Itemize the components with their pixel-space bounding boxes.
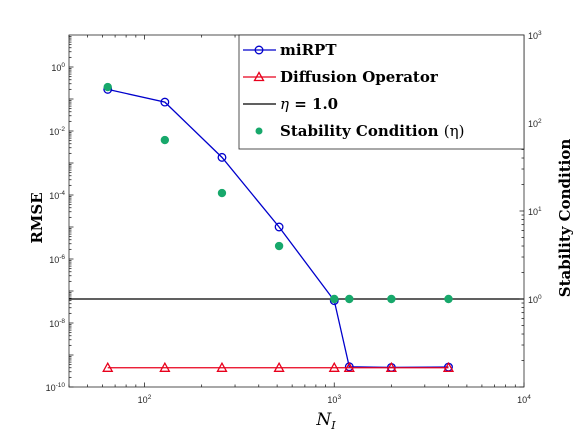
y-left-tick-label-3-exp: -4 (59, 190, 65, 197)
legend-diffusion-label: Diffusion Operator (280, 68, 439, 86)
series-3-point-1 (160, 135, 170, 145)
legend-box (238, 34, 525, 150)
x-tick-label-2-base: 10 (517, 395, 527, 405)
y-left-tick-label-3: 10-4 (49, 190, 65, 201)
x-axis-label-sub: I (330, 419, 336, 432)
legend-stability-name: Stability Condition (280, 122, 439, 140)
y-left-tick-label-5: 100 (51, 62, 65, 73)
series-1-point-2 (216, 361, 228, 372)
y-right-tick-label-0-base: 10 (528, 295, 538, 305)
series-0-point-2 (217, 152, 227, 162)
legend-item-eta: η = 1.0 (243, 95, 338, 113)
series-1-point-6 (385, 361, 397, 372)
legend-item-diffusion: Diffusion Operator (243, 68, 439, 86)
y-left-tick-label-2-base: 10 (49, 255, 59, 265)
series-3-point-3 (274, 241, 284, 251)
series-3-point-7 (444, 294, 453, 304)
y-left-tick-label-0-base: 10 (46, 383, 56, 393)
legend-mirpt-label: miRPT (280, 41, 337, 59)
y-right-tick-label-2-exp: 2 (538, 118, 542, 125)
series-3-point-2 (217, 188, 227, 198)
y-left-tick-label-1-base: 10 (49, 319, 59, 329)
series-1-point-3 (273, 361, 285, 372)
x-axis-label-main: N (315, 410, 332, 430)
legend-diffusion-marker (253, 71, 265, 82)
y-right-tick-label-0: 100 (528, 294, 542, 305)
series-3-point-4 (330, 294, 339, 304)
legend: miRPT Diffusion Operator η = 1.0 Stabili… (238, 34, 525, 150)
y-axis-right-label: Stability Condition (556, 139, 574, 298)
y-left-tick-label-5-exp: 0 (61, 62, 65, 69)
y-right-tick-label-3-base: 10 (528, 31, 538, 41)
y-left-tick-label-1: 10-8 (49, 318, 65, 329)
y-right-tick-label-3-exp: 3 (538, 30, 542, 37)
y-left-tick-label-4-base: 10 (49, 127, 59, 137)
legend-item-stability: Stability Condition (η) (255, 122, 464, 140)
series-1-point-7 (442, 361, 455, 372)
series-1-point-4 (328, 361, 340, 372)
series-0-point-3 (274, 222, 284, 232)
series-3-point-0 (103, 82, 112, 92)
legend-stability-marker (255, 127, 263, 135)
x-tick-label-1: 103 (327, 394, 341, 405)
y-left-tick-label-2: 10-6 (49, 254, 65, 265)
legend-stability-paren: (η) (444, 122, 465, 140)
x-axis-label: NI (315, 410, 336, 432)
legend-eta-value: = 1.0 (289, 95, 338, 113)
plot-area (69, 82, 524, 372)
x-tick-label-1-exp: 3 (337, 394, 341, 401)
y-left-tick-label-4-exp: -2 (59, 126, 65, 133)
y-left-tick-label-3-base: 10 (49, 191, 59, 201)
x-tick-label-2-exp: 4 (527, 394, 531, 401)
x-tick-label-0-base: 10 (138, 395, 148, 405)
legend-eta-label: η = 1.0 (280, 95, 338, 113)
x-tick-label-1-base: 10 (327, 395, 337, 405)
y-right-tick-label-1: 101 (528, 206, 542, 217)
y-left-tick-label-2-exp: -6 (59, 254, 65, 261)
series-1-point-5 (343, 361, 355, 372)
series-3-point-6 (387, 294, 396, 304)
series-3-point-5 (345, 294, 354, 304)
legend-item-mirpt: miRPT (243, 41, 337, 59)
y-right-tick-label-1-exp: 1 (538, 206, 542, 213)
series-1-point-1 (159, 361, 171, 372)
y-left-tick-label-5-base: 10 (51, 63, 61, 73)
y-axis-left-label: RMSE (28, 192, 46, 243)
legend-stability-label: Stability Condition (η) (280, 122, 464, 140)
x-tick-label-0-exp: 2 (148, 394, 152, 401)
y-left-tick-label-1-exp: -8 (59, 318, 65, 325)
y-right-tick-label-0-exp: 0 (538, 294, 542, 301)
x-tick-label-0: 102 (138, 394, 152, 405)
x-tick-label-2: 104 (517, 394, 531, 405)
legend-eta-symbol: η (280, 95, 289, 113)
y-right-tick-label-2: 102 (528, 118, 542, 129)
series-1-point-0 (102, 361, 114, 372)
y-left-tick-label-0-exp: -10 (56, 382, 66, 389)
y-right-tick-label-1-base: 10 (528, 207, 538, 217)
series-0-point-1 (160, 97, 170, 107)
y-right-tick-label-3: 103 (528, 30, 542, 41)
y-left-tick-label-4: 10-2 (49, 126, 65, 137)
y-left-tick-label-0: 10-10 (46, 382, 66, 393)
y-right-tick-label-2-base: 10 (528, 119, 538, 129)
legend-mirpt-marker (254, 45, 264, 55)
